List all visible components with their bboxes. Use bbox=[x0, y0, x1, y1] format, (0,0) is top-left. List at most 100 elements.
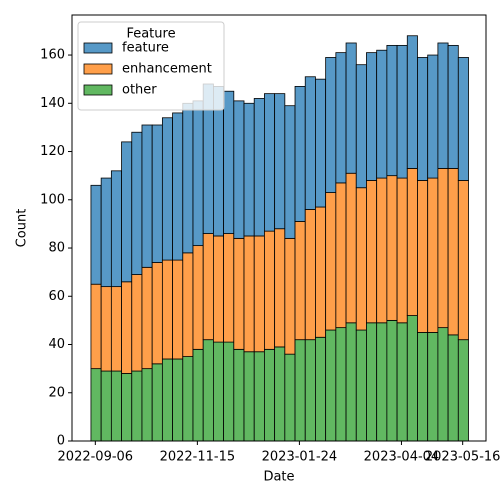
bar bbox=[325, 329, 337, 442]
bar bbox=[376, 49, 388, 179]
bar bbox=[264, 230, 276, 350]
bar bbox=[284, 237, 296, 355]
bar bbox=[90, 283, 102, 370]
bar bbox=[141, 124, 153, 268]
bar bbox=[192, 100, 204, 247]
bar bbox=[90, 368, 102, 442]
bar bbox=[110, 286, 122, 372]
bar bbox=[151, 363, 163, 442]
bar bbox=[213, 235, 225, 343]
y-tick-label: 160 bbox=[40, 48, 65, 63]
bar bbox=[294, 86, 306, 222]
bar bbox=[427, 54, 439, 179]
bar bbox=[335, 327, 347, 442]
bar bbox=[376, 177, 388, 324]
bar bbox=[315, 336, 327, 442]
bar bbox=[110, 170, 122, 288]
bar bbox=[294, 221, 306, 341]
bar bbox=[233, 237, 245, 350]
legend-swatch bbox=[83, 63, 113, 75]
bar bbox=[202, 339, 214, 442]
bar bbox=[457, 57, 469, 181]
bar bbox=[151, 124, 163, 263]
bar bbox=[243, 351, 255, 442]
bar bbox=[274, 93, 286, 230]
bar bbox=[233, 100, 245, 239]
bar bbox=[406, 315, 418, 442]
bar bbox=[192, 245, 204, 350]
bar bbox=[172, 259, 184, 360]
bar bbox=[417, 332, 429, 442]
bar bbox=[100, 370, 112, 442]
bar bbox=[100, 286, 112, 372]
bar bbox=[100, 177, 112, 288]
bar bbox=[121, 141, 133, 283]
bar bbox=[417, 180, 429, 333]
bar bbox=[243, 235, 255, 353]
bar bbox=[274, 346, 286, 442]
bar bbox=[304, 339, 316, 442]
x-tick-label: 2023-04-04 bbox=[364, 450, 440, 465]
bar bbox=[386, 44, 398, 177]
bar bbox=[457, 339, 469, 442]
bar bbox=[182, 102, 194, 254]
bar bbox=[294, 339, 306, 442]
bar bbox=[141, 266, 153, 370]
bar bbox=[345, 322, 357, 442]
legend-label: enhancement bbox=[122, 62, 212, 77]
bar bbox=[161, 117, 173, 261]
bar bbox=[284, 105, 296, 239]
bar bbox=[121, 281, 133, 374]
bar bbox=[396, 322, 408, 442]
bar bbox=[437, 42, 449, 169]
y-tick-label: 20 bbox=[48, 385, 65, 400]
legend-swatch bbox=[83, 42, 113, 54]
bar bbox=[202, 233, 214, 341]
legend-box bbox=[77, 21, 225, 111]
bar bbox=[121, 373, 133, 442]
y-tick-label: 140 bbox=[40, 96, 65, 111]
x-tick-label: 2023-05-16 bbox=[425, 450, 500, 465]
bar bbox=[131, 370, 143, 442]
bar bbox=[396, 177, 408, 324]
bar bbox=[141, 368, 153, 442]
x-axis-label: Date bbox=[263, 470, 294, 485]
bar bbox=[233, 348, 245, 442]
y-tick-label: 0 bbox=[57, 434, 65, 449]
bar bbox=[335, 182, 347, 329]
bar bbox=[253, 235, 265, 353]
bar bbox=[253, 98, 265, 237]
bar bbox=[110, 370, 122, 442]
bar bbox=[345, 172, 357, 324]
bar bbox=[284, 353, 296, 442]
y-axis-label: Count bbox=[15, 209, 30, 248]
bar bbox=[304, 76, 316, 210]
bar bbox=[315, 78, 327, 208]
bar bbox=[131, 131, 143, 275]
bar bbox=[264, 93, 276, 232]
y-tick-label: 100 bbox=[40, 192, 65, 207]
bar bbox=[304, 209, 316, 341]
y-tick-label: 80 bbox=[48, 241, 65, 256]
bar bbox=[223, 341, 235, 442]
bar bbox=[437, 168, 449, 329]
bar bbox=[253, 351, 265, 442]
legend-label: feature bbox=[122, 41, 169, 56]
bar bbox=[325, 57, 337, 193]
bar bbox=[437, 327, 449, 442]
bar bbox=[406, 168, 418, 316]
bar bbox=[355, 329, 367, 442]
bar bbox=[447, 334, 459, 442]
bar bbox=[274, 228, 286, 348]
x-tick-label: 2023-01-24 bbox=[262, 450, 338, 465]
plot-frame bbox=[71, 14, 487, 442]
bar bbox=[213, 341, 225, 442]
legend-swatch bbox=[83, 84, 113, 96]
bar bbox=[457, 180, 469, 341]
bar bbox=[345, 42, 357, 174]
x-tick-label: 2022-11-15 bbox=[160, 450, 236, 465]
bar bbox=[182, 252, 194, 357]
bar bbox=[223, 90, 235, 234]
y-tick-label: 60 bbox=[48, 289, 65, 304]
